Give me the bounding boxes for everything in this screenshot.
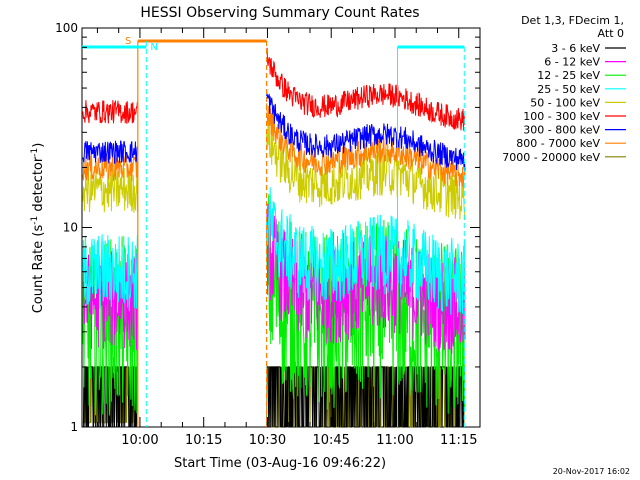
series-line-50-100-kev-seg1 xyxy=(266,117,466,220)
x-tick-label: 11:15 xyxy=(440,433,477,448)
x-axis-label: Start Time (03-Aug-16 09:46:22) xyxy=(174,456,386,471)
series-line-25-50-kev-seg1 xyxy=(266,187,466,315)
series-line-300-800-kev-seg1 xyxy=(266,93,466,171)
chart-title: HESSI Observing Summary Count Rates xyxy=(140,5,419,21)
legend-label-8: 800 - 7000 keV xyxy=(516,137,600,150)
saa-flag-label: S xyxy=(125,36,131,47)
y-tick-label: 10 xyxy=(63,221,78,235)
x-tick-label: 10:30 xyxy=(249,433,286,448)
legend-label-3: 12 - 25 keV xyxy=(537,69,600,82)
series-line-800-7000-kev-seg1 xyxy=(266,103,466,188)
legend-label-2: 6 - 12 keV xyxy=(544,56,600,69)
annotation-layer: SN xyxy=(82,36,465,427)
legend-label-9: 7000 - 20000 keV xyxy=(502,151,600,164)
series-line-100-300-kev-seg0 xyxy=(82,99,138,125)
series-line-3-6-kev-seg0 xyxy=(82,366,138,428)
legend-label-1: 3 - 6 keV xyxy=(551,42,600,55)
x-tick-label: 11:00 xyxy=(376,433,413,448)
series-line-25-50-kev-seg0 xyxy=(82,234,138,312)
data-layer xyxy=(82,47,466,428)
legend-header-line2: Att 0 xyxy=(598,27,624,40)
timestamp: 20-Nov-2017 16:02 xyxy=(553,467,630,476)
y-tick-label: 1 xyxy=(70,420,78,434)
axis-layer: 1 10 100 10:00 10:15 10:30 10:45 11:00 11:15 xyxy=(55,21,481,448)
night-flag-label: N xyxy=(150,42,157,53)
y-axis-label: Count Rate (s-1 detector-1) xyxy=(30,143,46,314)
x-tick-label: 10:15 xyxy=(185,433,222,448)
series-line-3-6-kev-seg1 xyxy=(266,366,465,428)
legend-label-7: 300 - 800 keV xyxy=(523,124,600,137)
series-line-300-800-kev-seg0 xyxy=(82,140,138,165)
y-tick-label: 100 xyxy=(55,21,78,35)
legend-header-line1: Det 1,3, FDecim 1, xyxy=(521,14,624,27)
legend-label-6: 100 - 300 keV xyxy=(523,110,600,123)
series-line-800-7000-kev-seg0 xyxy=(82,153,138,182)
legend-label-5: 50 - 100 keV xyxy=(530,96,600,109)
series-line-100-300-kev-seg1 xyxy=(266,47,466,131)
x-tick-label: 10:45 xyxy=(312,433,349,448)
x-tick-label: 10:00 xyxy=(121,433,158,448)
legend-label-4: 25 - 50 keV xyxy=(537,83,600,96)
